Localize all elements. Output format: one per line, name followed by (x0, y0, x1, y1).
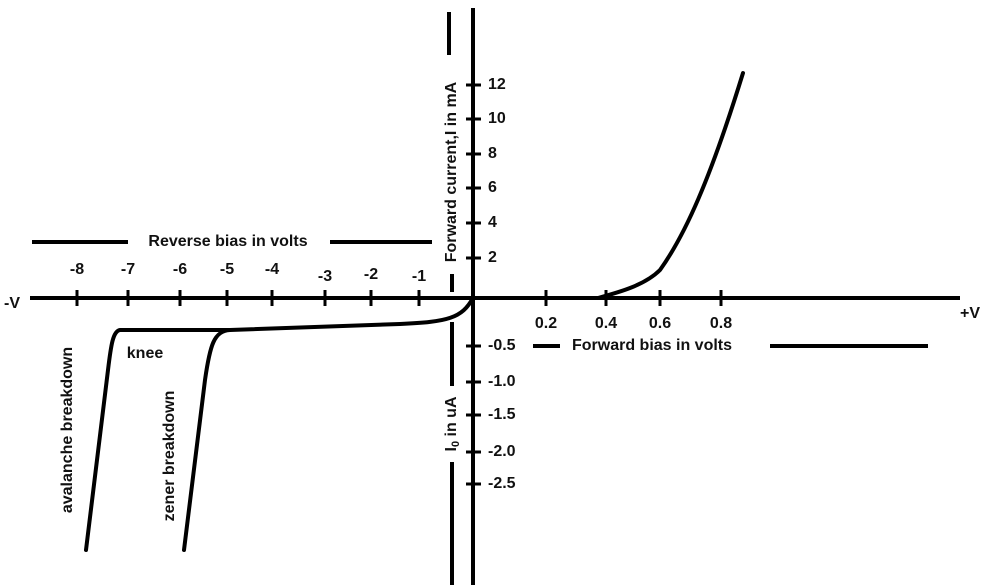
forward-curve (596, 71, 745, 300)
y-tick-label: 6 (488, 179, 497, 196)
y-tick-label: 2 (488, 249, 497, 266)
y-tick-label: 8 (488, 145, 497, 162)
leakage-title-rest: in uA (443, 396, 460, 441)
leakage-title: I0 in uA (443, 396, 462, 451)
avalanche-curve (84, 328, 232, 552)
avalanche-label: avalanche breakdown (59, 347, 76, 513)
x-tick-label: -5 (220, 261, 234, 278)
x-tick-label: -2 (364, 266, 378, 283)
y-tick-label: -0.5 (488, 337, 516, 354)
x-tick-label: 0.6 (649, 315, 671, 332)
x-tick-label: 0.4 (595, 315, 617, 332)
x-tick-label: -3 (318, 268, 332, 285)
y-tick-label: -1.5 (488, 406, 516, 423)
current-title: Forward current,I in mA (443, 81, 460, 262)
reverse-title: Reverse bias in volts (148, 233, 307, 250)
leakage-title-main: I (443, 447, 460, 451)
x-tick-label: 0.8 (710, 315, 732, 332)
x-tick-label: -1 (412, 268, 426, 285)
y-tick-label: 4 (488, 214, 497, 231)
zener-label: zener breakdown (161, 391, 178, 522)
x-tick-label: 0.2 (535, 315, 557, 332)
neg-end-label: -V (4, 295, 20, 312)
x-tick-label: -4 (265, 261, 279, 278)
y-tick-label: -2.0 (488, 443, 516, 460)
pos-end-label: +V (960, 305, 980, 322)
zener-curve (182, 296, 475, 552)
knee-label: knee (127, 345, 164, 362)
y-tick-label: 10 (488, 110, 506, 127)
x-tick-label: -7 (121, 261, 135, 278)
leakage-title-sub: 0 (450, 441, 462, 447)
forward-title: Forward bias in volts (572, 337, 732, 354)
y-tick-label: 12 (488, 76, 506, 93)
y-tick-label: -2.5 (488, 475, 516, 492)
y-tick-label: -1.0 (488, 373, 516, 390)
x-tick-label: -6 (173, 261, 187, 278)
x-tick-label: -8 (70, 261, 84, 278)
